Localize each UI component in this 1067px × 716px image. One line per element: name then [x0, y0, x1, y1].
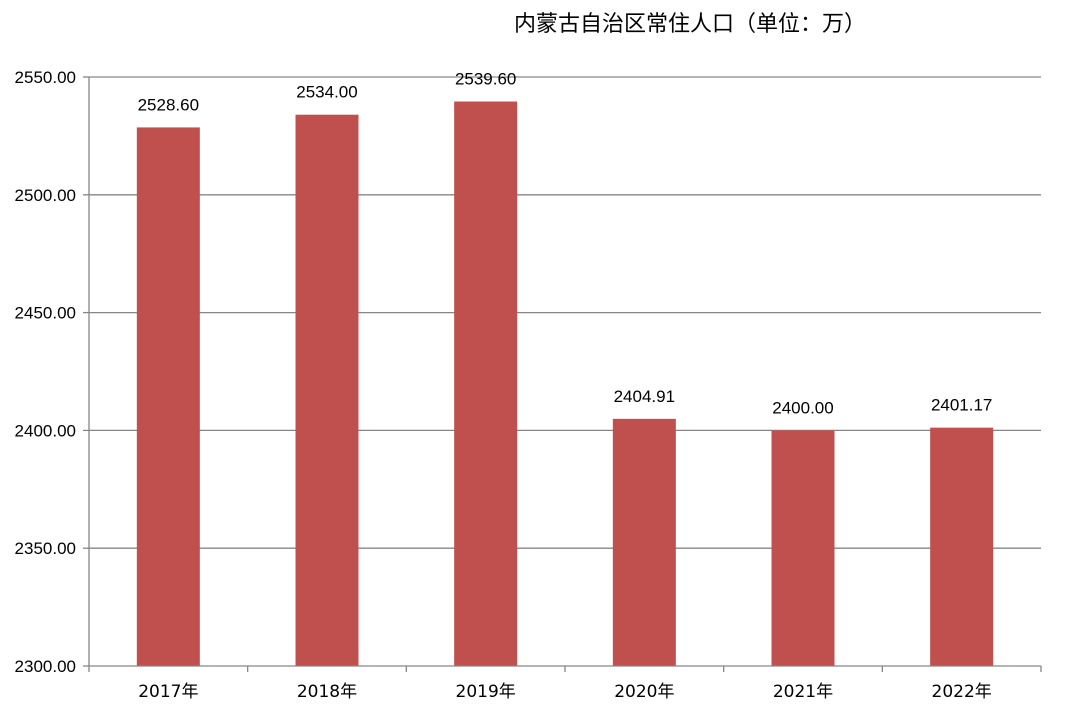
labels: 2300.00 2350.00 2400.00 2450.00 2500.00 2550.…: [15, 68, 993, 702]
y-tick-label: 2450.00: [15, 304, 76, 323]
data-label: 2528.60: [138, 95, 199, 114]
bar: [771, 430, 835, 666]
data-label: 2404.91: [614, 387, 675, 406]
y-tick-label: 2500.00: [15, 186, 76, 205]
x-tick-label: 2019年: [456, 682, 516, 702]
chart-title: 内蒙古自治区常住人口（单位：万）: [513, 12, 866, 37]
data-label: 2534.00: [296, 83, 357, 102]
bar: [295, 114, 359, 667]
bar: [136, 127, 200, 667]
y-tick-label: 2400.00: [15, 421, 76, 440]
x-tick-label: 2022年: [932, 682, 992, 702]
bar: [612, 418, 676, 666]
y-tick-label: 2350.00: [15, 539, 76, 558]
data-label: 2401.17: [931, 396, 992, 415]
y-tick-label: 2300.00: [15, 657, 76, 676]
x-tick-label: 2020年: [614, 682, 674, 702]
x-tick-label: 2021年: [773, 682, 833, 702]
x-tick-label: 2018年: [297, 682, 357, 702]
data-label: 2400.00: [772, 398, 833, 417]
gridlines: [89, 76, 1041, 549]
y-tick-label: 2550.00: [15, 68, 76, 87]
axes: [83, 76, 1042, 672]
bar: [454, 101, 518, 667]
bar: [930, 427, 994, 666]
x-tick-label: 2017年: [138, 682, 198, 702]
bars: [136, 101, 994, 667]
data-label: 2539.60: [455, 70, 516, 89]
